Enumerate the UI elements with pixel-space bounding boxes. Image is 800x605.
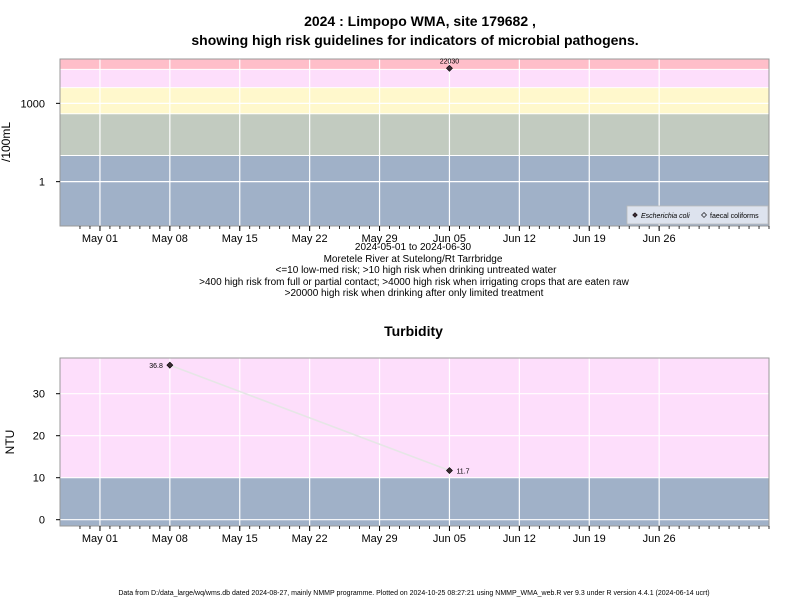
x-tick-label: May 15 xyxy=(222,533,258,545)
x-tick-label: Jun 12 xyxy=(503,533,536,545)
series-line xyxy=(169,364,450,472)
x-tick-label: May 29 xyxy=(362,533,398,545)
plot-frame xyxy=(59,58,770,227)
x-tick-label: Jun 26 xyxy=(643,533,676,545)
risk-band xyxy=(60,358,769,478)
x-tick-label: May 08 xyxy=(152,533,188,545)
x-tick-label: May 01 xyxy=(82,233,118,245)
x-tick-label: May 22 xyxy=(292,533,328,545)
chart-title-line-1: 2024 : Limpopo WMA, site 179682 , xyxy=(304,13,536,29)
x-tick-label: Jun 19 xyxy=(573,533,606,545)
ecoli-panel: 1 1000 May 01 May 08 May 15 May 22 May 29 Jun 0… xyxy=(0,58,770,245)
legend-marker-ecoli xyxy=(632,212,638,218)
plot-frame xyxy=(59,357,770,527)
x-tick-label: May 15 xyxy=(222,233,258,245)
y-axis-label: NTU xyxy=(3,430,17,455)
turbidity-panel: 0 10 20 30 May 01 May 08 May 15 May 22 May 29 Jun… xyxy=(3,323,770,545)
subtitle-block: 2024-05-01 to 2024-06-30 Moretele River … xyxy=(199,242,629,299)
y-tick-label: 1000 xyxy=(21,98,45,110)
subtitle-site-name: Moretele River at Sutelong/Rt Tarrbridge xyxy=(324,254,503,265)
panel-title: Turbidity xyxy=(384,323,443,339)
data-point xyxy=(166,361,174,369)
x-tick-label: May 01 xyxy=(82,533,118,545)
risk-band xyxy=(60,477,769,526)
chart-title-line-2: showing high risk guidelines for indicat… xyxy=(191,32,638,48)
legend-label-faecal: faecal coliforms xyxy=(710,213,759,220)
subtitle-date-range: 2024-05-01 to 2024-06-30 xyxy=(355,242,472,253)
x-tick-label: May 22 xyxy=(292,233,328,245)
data-point xyxy=(446,467,453,474)
y-axis-label: /100mL xyxy=(0,122,13,162)
data-label: 36.8 xyxy=(149,363,163,370)
data-label: 22030 xyxy=(440,58,460,65)
y-tick-label: 10 xyxy=(33,473,45,485)
data-label: 11.7 xyxy=(456,469,469,476)
data-point xyxy=(446,64,453,72)
risk-band xyxy=(60,59,769,70)
x-tick-label: Jun 19 xyxy=(573,233,606,245)
footer-note: Data from D:/data_large/wq/wms.db dated … xyxy=(118,590,709,597)
x-tick-label: May 08 xyxy=(152,233,188,245)
x-tick-label: Jun 26 xyxy=(643,233,676,245)
legend-marker-faecal xyxy=(701,212,707,218)
subtitle-risk-line-3: >20000 high risk when drinking after onl… xyxy=(285,288,544,299)
risk-band xyxy=(60,87,769,114)
legend-label-ecoli: Escherichia coli xyxy=(641,213,690,220)
y-tick-label: 1 xyxy=(39,177,45,189)
risk-band xyxy=(60,69,769,88)
legend-box xyxy=(626,205,769,225)
y-tick-label: 0 xyxy=(39,515,45,527)
y-tick-label: 20 xyxy=(33,431,45,443)
x-tick-label: Jun 05 xyxy=(433,533,466,545)
subtitle-risk-line-2: >400 high risk from full or partial cont… xyxy=(199,277,629,288)
y-tick-label: 30 xyxy=(33,389,45,401)
x-tick-label: Jun 05 xyxy=(433,233,466,245)
x-tick-label: May 29 xyxy=(362,233,398,245)
x-tick-label: Jun 12 xyxy=(503,233,536,245)
risk-band xyxy=(60,113,769,156)
subtitle-risk-line-1: <=10 low-med risk; >10 high risk when dr… xyxy=(276,265,558,276)
